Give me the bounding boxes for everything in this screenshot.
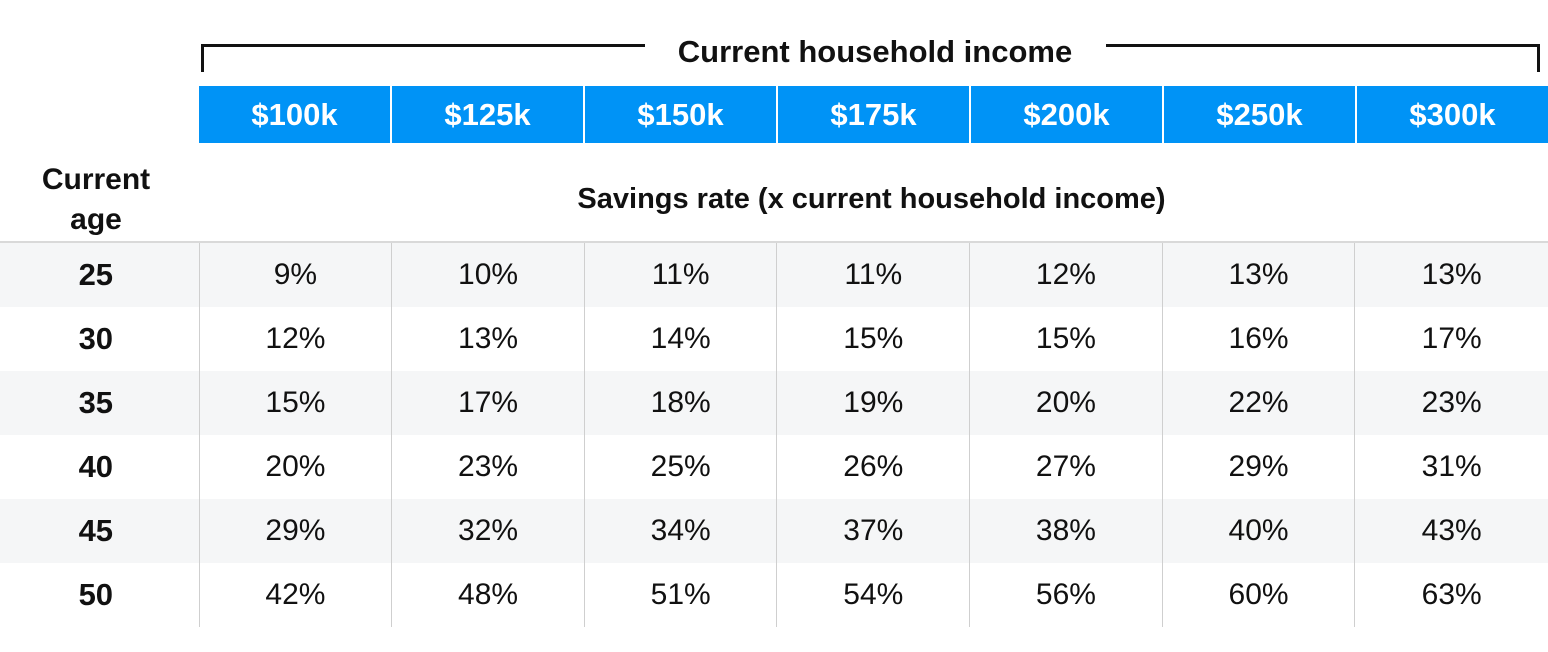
savings-rate-label: Savings rate (x current household income…	[577, 183, 1166, 215]
savings-rate-cell: 13%	[391, 307, 584, 371]
savings-rate-cell: 12%	[198, 307, 392, 371]
savings-rate-cell: 12%	[969, 243, 1162, 307]
row-gap	[192, 499, 199, 563]
savings-rate-cell: 38%	[969, 499, 1162, 563]
savings-rate-cell: 27%	[969, 435, 1162, 499]
income-header-row: $100k $125k $150k $175k $200k $250k $300k	[199, 86, 1548, 143]
savings-rate-cell: 25%	[583, 435, 777, 499]
header-divider	[0, 241, 1548, 244]
income-column-header: $125k	[392, 86, 583, 143]
savings-rate-cell: 29%	[1161, 435, 1355, 499]
bracket-tick-left	[201, 44, 204, 72]
income-title: Current household income	[677, 34, 1073, 69]
row-gap	[192, 563, 199, 627]
savings-rate-cell: 15%	[969, 307, 1162, 371]
savings-rate-cell: 13%	[1354, 243, 1548, 307]
savings-rate-cell: 17%	[391, 371, 584, 435]
savings-rate-cell: 40%	[1161, 499, 1355, 563]
row-gap	[192, 435, 199, 499]
age-cell: 30	[78, 321, 114, 356]
income-column-header: $100k	[199, 86, 390, 143]
savings-rate-cell: 10%	[391, 243, 584, 307]
savings-rate-cell: 15%	[776, 307, 969, 371]
savings-rate-cell: 15%	[198, 371, 392, 435]
savings-rate-cell: 19%	[776, 371, 969, 435]
table-row: 30 12% 13% 14% 15% 15% 16% 17%	[0, 307, 1548, 371]
savings-rate-cell: 48%	[391, 563, 584, 627]
savings-rate-cell: 32%	[391, 499, 584, 563]
savings-rate-cell: 63%	[1354, 563, 1548, 627]
age-cell: 35	[78, 385, 114, 420]
bracket-tick-right	[1537, 44, 1540, 72]
savings-rate-cell: 9%	[198, 243, 392, 307]
savings-rate-cell: 43%	[1354, 499, 1548, 563]
income-column-header: $300k	[1357, 86, 1548, 143]
age-cell: 45	[78, 513, 114, 548]
savings-rate-cell: 18%	[583, 371, 777, 435]
table-row: 25 9% 10% 11% 11% 12% 13% 13%	[0, 243, 1548, 307]
savings-rate-cell: 26%	[776, 435, 969, 499]
bracket-line-left	[201, 44, 645, 47]
income-bracket	[201, 44, 1540, 72]
savings-rate-cell: 20%	[198, 435, 392, 499]
table-row: 35 15% 17% 18% 19% 20% 22% 23%	[0, 371, 1548, 435]
savings-rate-cell: 34%	[583, 499, 777, 563]
savings-rate-cell: 56%	[969, 563, 1162, 627]
savings-rate-cell: 60%	[1161, 563, 1355, 627]
savings-rate-cell: 14%	[583, 307, 777, 371]
income-column-header: $175k	[778, 86, 969, 143]
age-cell: 50	[78, 577, 114, 612]
savings-rate-cell: 37%	[776, 499, 969, 563]
current-age-label: Current age	[41, 163, 151, 236]
savings-rate-cell: 16%	[1161, 307, 1355, 371]
savings-rate-cell: 54%	[776, 563, 969, 627]
income-column-header: $150k	[585, 86, 776, 143]
savings-rate-cell: 11%	[583, 243, 777, 307]
savings-rate-cell: 23%	[1354, 371, 1548, 435]
savings-rate-cell: 42%	[198, 563, 392, 627]
income-column-header: $250k	[1164, 86, 1355, 143]
savings-rate-cell: 17%	[1354, 307, 1548, 371]
savings-rate-cell: 13%	[1161, 243, 1355, 307]
table-row: 40 20% 23% 25% 26% 27% 29% 31%	[0, 435, 1548, 499]
bracket-line-right	[1106, 44, 1540, 47]
savings-rate-cell: 23%	[391, 435, 584, 499]
age-cell: 25	[78, 257, 114, 292]
savings-rate-cell: 29%	[198, 499, 392, 563]
table-row: 50 42% 48% 51% 54% 56% 60% 63%	[0, 563, 1548, 627]
age-cell: 40	[78, 449, 114, 484]
row-gap	[192, 371, 199, 435]
savings-rate-cell: 11%	[776, 243, 969, 307]
savings-rate-cell: 20%	[969, 371, 1162, 435]
savings-rate-cell: 31%	[1354, 435, 1548, 499]
row-gap	[192, 243, 199, 307]
row-gap	[192, 307, 199, 371]
savings-rate-cell: 51%	[583, 563, 777, 627]
income-column-header: $200k	[971, 86, 1162, 143]
table-row: 45 29% 32% 34% 37% 38% 40% 43%	[0, 499, 1548, 563]
savings-rate-cell: 22%	[1161, 371, 1355, 435]
